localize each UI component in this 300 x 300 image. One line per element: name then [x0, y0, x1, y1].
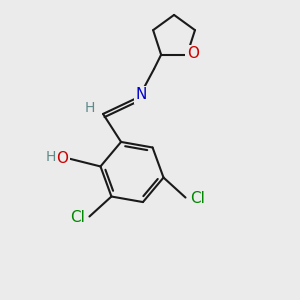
Text: H: H: [45, 150, 56, 164]
Text: Cl: Cl: [190, 191, 205, 206]
Text: O: O: [187, 46, 199, 61]
Text: Cl: Cl: [70, 210, 85, 225]
Text: O: O: [56, 151, 68, 166]
Text: N: N: [135, 87, 147, 102]
Text: H: H: [85, 101, 95, 115]
